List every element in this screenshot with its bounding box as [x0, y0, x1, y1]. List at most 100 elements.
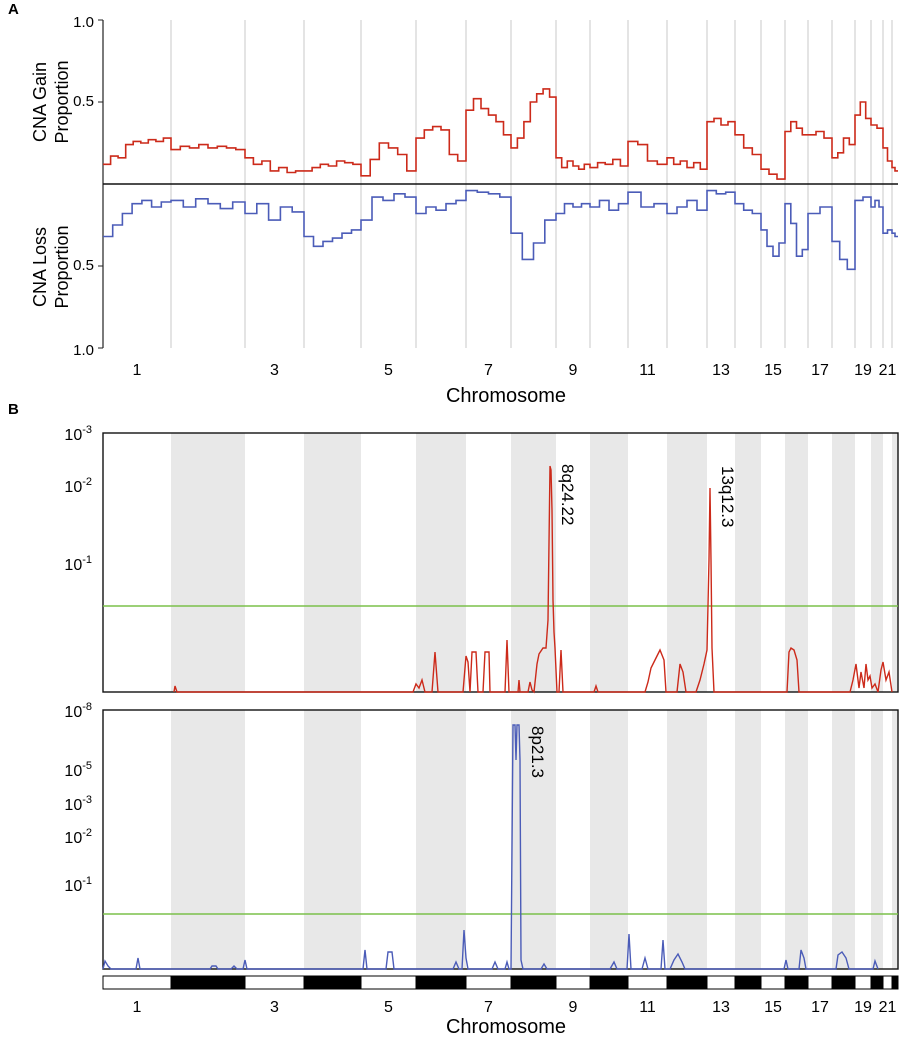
loss-tick-0-5: 0.5 [73, 257, 94, 274]
chromosome-tick-label: 11 [639, 362, 656, 379]
chromosome-shade-band [871, 710, 883, 969]
chromosome-ideogram-segment [465, 975, 512, 990]
loss-y-tick-label: 10-5 [64, 760, 92, 780]
chromosome-tick-label: 9 [569, 999, 578, 1016]
gain-y-tick-label: 10-2 [64, 476, 92, 496]
chromosome-tick-label: 11 [639, 999, 656, 1016]
peak-label-13q12-3: 13q12.3 [718, 466, 737, 527]
chromosome-ideogram-segment [734, 975, 762, 990]
gain-proportion-series [103, 88, 898, 180]
chromosome-shade-band [304, 433, 361, 692]
chromosome-shade-band [590, 710, 628, 969]
chromosome-ideogram-segment [891, 975, 899, 990]
loss-y-tick-label: 10-1 [64, 875, 92, 895]
chromosome-ideogram-segment [510, 975, 557, 990]
loss-y-tick-label-base: 10 [64, 704, 82, 721]
gain-y-tick-label: 10-3 [64, 424, 92, 444]
loss-y-tick-label-base: 10 [64, 797, 82, 814]
chromosome-shade-band [892, 433, 898, 692]
chromosome-shade-band [416, 433, 466, 692]
loss-tick-1-0: 1.0 [73, 342, 94, 359]
chromosome-shade-band [832, 710, 855, 969]
chromosome-tick-label: 21 [879, 999, 897, 1016]
chromosome-ideogram-segment [854, 975, 872, 990]
panel-b-label: B [8, 401, 19, 418]
chromosome-ideogram-segment [170, 975, 246, 990]
gain-ylabel-line1: CNA Gain [30, 62, 50, 142]
chromosome-ideogram-segment [784, 975, 809, 990]
panel-a-label: A [8, 1, 19, 18]
loss-y-tick-label: 10-2 [64, 827, 92, 847]
chromosome-tick-label: 7 [484, 362, 493, 379]
loss-significance-series [102, 724, 879, 970]
chromosome-ideogram-segment [666, 975, 708, 990]
panel-b-xlabel: Chromosome [446, 1016, 566, 1038]
chromosome-ideogram-segment [360, 975, 417, 990]
chromosome-shade-band [667, 433, 707, 692]
chromosome-tick-label: 13 [712, 999, 730, 1016]
loss-y-tick-label: 10-8 [64, 701, 92, 721]
loss-y-tick-label-exponent: -1 [82, 875, 92, 887]
gain-y-tick-label-exponent: -3 [82, 424, 92, 436]
chromosome-tick-label: 3 [270, 362, 279, 379]
chromosome-ideogram-segment [831, 975, 856, 990]
gain-y-tick-label-exponent: -2 [82, 476, 92, 488]
loss-ylabel-line2: Proportion [52, 225, 72, 308]
chromosome-ideogram-segment [870, 975, 884, 990]
gain-tick-1-0: 1.0 [73, 14, 94, 31]
chromosome-ideogram-segment [760, 975, 786, 990]
loss-proportion-series [103, 189, 898, 271]
loss-y-tick-label-base: 10 [64, 878, 82, 895]
chromosome-ideogram-segment [102, 975, 172, 990]
chromosome-tick-label: 21 [879, 362, 897, 379]
chromosome-ideogram-segment [627, 975, 668, 990]
loss-ylabel-line1: CNA Loss [30, 227, 50, 307]
loss-y-tick-label-exponent: -5 [82, 760, 92, 772]
chromosome-shade-band [785, 433, 808, 692]
loss-y-tick-label: 10-3 [64, 794, 92, 814]
loss-y-tick-label-base: 10 [64, 830, 82, 847]
chromosome-ideogram-segment [244, 975, 305, 990]
chromosome-shade-band [171, 433, 245, 692]
gain-tick-0-5: 0.5 [73, 93, 94, 110]
loss-y-tick-label-exponent: -8 [82, 701, 92, 713]
chromosome-tick-label: 7 [484, 999, 493, 1016]
gain-y-tick-label: 10-1 [64, 554, 92, 574]
chromosome-tick-label: 1 [133, 362, 142, 379]
chromosome-ideogram-segment [415, 975, 467, 990]
chromosome-tick-label: 13 [712, 362, 730, 379]
loss-y-tick-label-exponent: -2 [82, 827, 92, 839]
peak-label-8q24-22: 8q24.22 [558, 464, 577, 525]
chromosome-tick-label: 9 [569, 362, 578, 379]
chromosome-tick-label: 5 [384, 362, 393, 379]
chromosome-shade-band [785, 710, 808, 969]
chromosome-tick-label: 5 [384, 999, 393, 1016]
chromosome-shade-band [871, 433, 883, 692]
chromosome-shade-band [735, 710, 761, 969]
panel-a-xlabel: Chromosome [446, 385, 566, 407]
panel-a: 1 3 5 7 9 11 13 15 17 19 21 [98, 19, 898, 379]
chromosome-tick-label: 17 [811, 362, 829, 379]
gain-y-tick-label-base: 10 [64, 427, 82, 444]
gain-y-tick-label-base: 10 [64, 557, 82, 574]
gain-y-tick-label-exponent: -1 [82, 554, 92, 566]
gain-y-tick-label-base: 10 [64, 479, 82, 496]
gain-significance-series [173, 465, 893, 694]
chromosome-shade-band [304, 710, 361, 969]
chromosome-shade-band [735, 433, 761, 692]
chromosome-shade-band [416, 710, 466, 969]
chromosome-ideogram-segment [303, 975, 362, 990]
chromosome-ideogram-segment [589, 975, 629, 990]
loss-y-tick-label-base: 10 [64, 763, 82, 780]
chromosome-shade-band [171, 710, 245, 969]
chromosome-tick-label: 19 [854, 362, 872, 379]
chromosome-ideogram-segment [706, 975, 736, 990]
chromosome-tick-label: 1 [133, 999, 142, 1016]
chromosome-ideogram-segment [555, 975, 591, 990]
peak-label-8p21-3: 8p21.3 [528, 726, 547, 778]
chromosome-shade-band [511, 710, 556, 969]
chromosome-tick-label: 15 [764, 362, 782, 379]
chromosome-tick-label: 3 [270, 999, 279, 1016]
